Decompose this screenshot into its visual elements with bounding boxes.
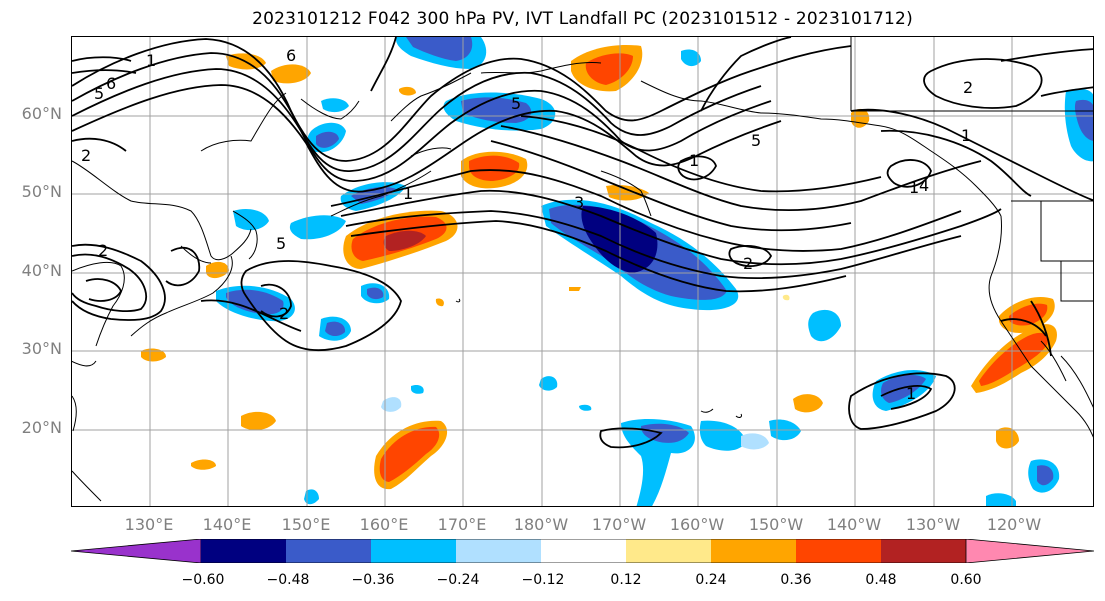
lat-label-30n: 30°N [21, 339, 62, 358]
map-title: 2023101212 F042 300 hPa PV, IVT Landfall… [252, 9, 913, 29]
colorbar-swatch [371, 539, 456, 563]
colorbar-tick-label: 0.60 [950, 572, 982, 588]
contour-label: 5 [511, 94, 521, 113]
lon-label-130e: 130°E [124, 515, 174, 534]
colorbar-extend-max [965, 538, 1095, 564]
lon-label-130w: 130°W [905, 515, 961, 534]
contour-label: 2 [279, 304, 289, 323]
contour-label: 1 [909, 178, 919, 197]
contour-label-group: 6 5 6 1 2 1 3 1 5 1 2 1 4 5 2 2 5 2 1 [81, 46, 973, 403]
lon-label-140w: 140°W [826, 515, 882, 534]
contour-label: 5 [94, 84, 104, 103]
colorbar-swatch [626, 539, 711, 563]
pv-positive-shading [141, 44, 1057, 490]
lon-label-150e: 150°E [281, 515, 331, 534]
contour-label: 1 [146, 51, 156, 70]
colorbar-tick-label: 0.48 [865, 572, 897, 588]
contour-label: 1 [403, 184, 413, 203]
contour-label: 1 [961, 126, 971, 145]
colorbar-swatch [201, 539, 286, 563]
colorbar-swatch [881, 539, 966, 563]
colorbar-swatch [541, 539, 626, 563]
colorbar-tick-label: 0.12 [610, 572, 642, 588]
colorbar-extend-min [70, 538, 202, 564]
lon-label-120w: 120°W [986, 515, 1042, 534]
lon-label-160w: 160°W [669, 515, 725, 534]
colorbar-swatch [286, 539, 371, 563]
contour-label: 2 [743, 254, 753, 273]
lat-label-20n: 20°N [21, 418, 62, 437]
pv-contours [72, 37, 1093, 449]
contour-label: 2 [81, 146, 91, 165]
lon-label-140e: 140°E [202, 515, 252, 534]
contour-label: 2 [98, 241, 108, 260]
colorbar-tick-label: −0.60 [181, 572, 225, 588]
colorbar-tick-label: 0.36 [780, 572, 812, 588]
colorbar-tick-label: −0.24 [436, 572, 480, 588]
lat-label-50n: 50°N [21, 182, 62, 201]
colorbar-swatch [711, 539, 796, 563]
colorbar-tick-label: −0.48 [266, 572, 310, 588]
lon-label-160e: 160°E [359, 515, 409, 534]
contour-label: 3 [574, 193, 584, 212]
contour-label: 1 [906, 384, 916, 403]
colorbar-tick-label: −0.12 [521, 572, 565, 588]
contour-label: 6 [286, 46, 296, 65]
lon-label-180w: 180°W [513, 515, 569, 534]
contour-label: 4 [919, 176, 929, 195]
colorbar-swatch [796, 539, 881, 563]
lat-label-40n: 40°N [21, 261, 62, 280]
contour-label: 5 [751, 131, 761, 150]
map-panel[interactable]: 6 5 6 1 2 1 3 1 5 1 2 1 4 5 2 2 5 2 1 [71, 36, 1094, 507]
map-svg: 6 5 6 1 2 1 3 1 5 1 2 1 4 5 2 2 5 2 1 [72, 37, 1093, 506]
colorbar-tick-label: −0.36 [351, 572, 395, 588]
coastlines [72, 37, 1093, 502]
colorbar-tick-label: 0.24 [695, 572, 727, 588]
contour-label: 2 [963, 78, 973, 97]
lat-label-60n: 60°N [21, 104, 62, 123]
lon-label-150w: 150°W [748, 515, 804, 534]
contour-label: 6 [106, 74, 116, 93]
contour-label: 5 [276, 234, 286, 253]
colorbar-svg [70, 538, 1095, 564]
colorbar-swatch [456, 539, 541, 563]
lon-label-170e: 170°E [437, 515, 487, 534]
contour-label: 1 [689, 151, 699, 170]
colorbar [70, 538, 1095, 564]
lon-label-170w: 170°W [591, 515, 647, 534]
gridlines [72, 37, 1093, 506]
